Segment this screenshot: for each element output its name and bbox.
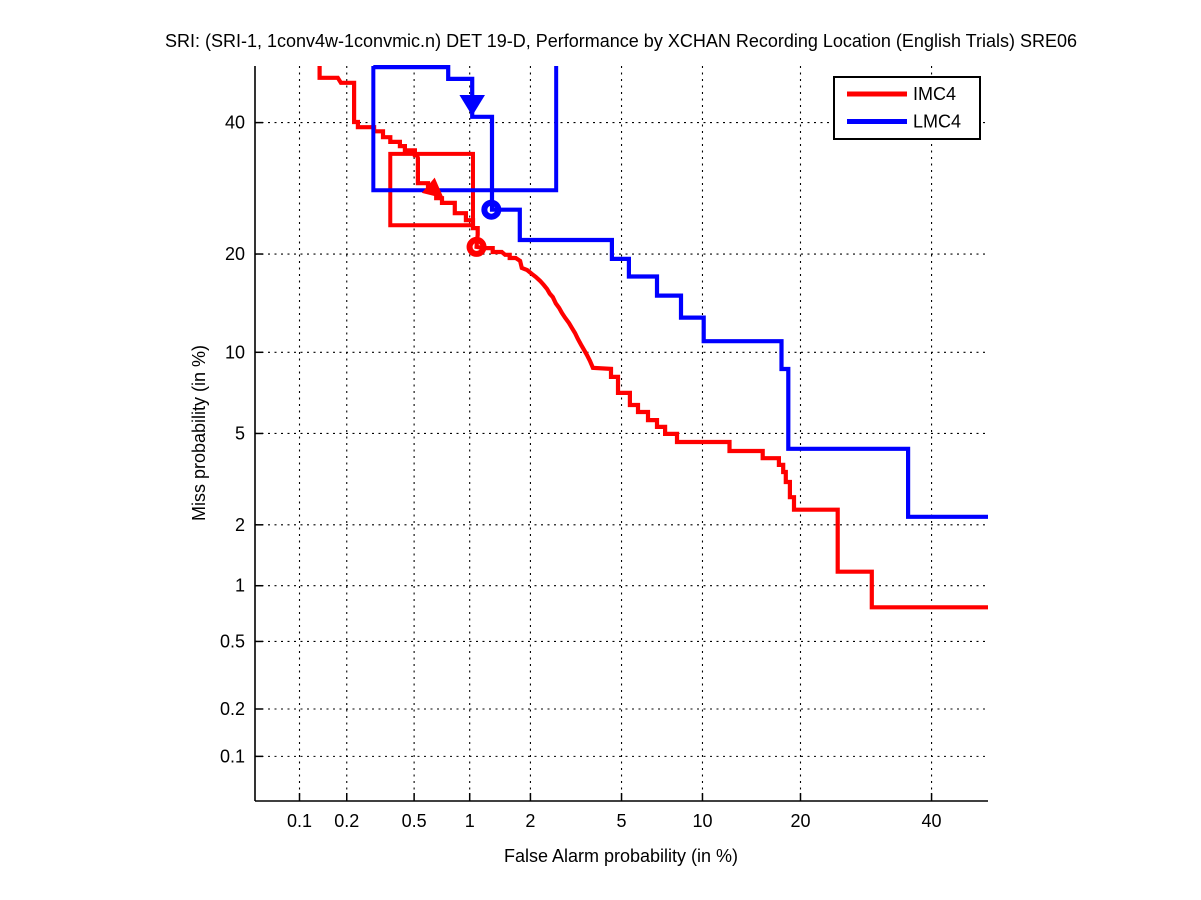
x-tick-label: 0.5 <box>402 811 427 831</box>
min-dcf-circle-icon-imc4 <box>466 236 487 257</box>
y-tick-label: 2 <box>235 515 245 535</box>
grid-lines <box>255 66 988 801</box>
y-tick-label: 5 <box>235 423 245 443</box>
x-tick-label: 2 <box>525 811 535 831</box>
plot-title: SRI: (SRI-1, 1conv4w-1convmic.n) DET 19-… <box>165 31 1077 51</box>
y-tick-label: 0.2 <box>220 699 245 719</box>
min-dcf-circle-icon-lmc4 <box>481 199 502 220</box>
y-tick-label: 1 <box>235 576 245 596</box>
x-tick-label: 0.1 <box>287 811 312 831</box>
x-axis-label: False Alarm probability (in %) <box>504 846 738 866</box>
x-tick-label: 5 <box>617 811 627 831</box>
y-tick-label: 10 <box>225 342 245 362</box>
x-tick-label: 0.2 <box>334 811 359 831</box>
y-tick-label: 20 <box>225 244 245 264</box>
x-tick-label: 20 <box>790 811 810 831</box>
actual-dcf-arrow-icon-imc4 <box>421 177 444 199</box>
y-tick-label: 40 <box>225 113 245 133</box>
det-curves <box>317 64 988 610</box>
actual-dcf-arrow-icon-lmc4 <box>459 95 485 116</box>
dcf-markers <box>421 95 502 257</box>
y-tick-label: 0.5 <box>220 631 245 651</box>
y-tick-label: 0.1 <box>220 746 245 766</box>
x-tick-label: 1 <box>465 811 475 831</box>
dcf-box-lmc4 <box>371 66 559 193</box>
x-tick-label: 40 <box>922 811 942 831</box>
legend-label-lmc4: LMC4 <box>913 112 961 132</box>
axes: 0.1 0.2 0.5 1 2 5 10 20 40 40 20 10 5 2 1 0.5 0.2 0.1 <box>220 66 988 831</box>
curve-lmc4 <box>373 64 988 519</box>
legend-label-imc4: IMC4 <box>913 84 956 104</box>
y-axis-label: Miss probability (in %) <box>189 345 209 521</box>
legend: IMC4 LMC4 <box>833 76 981 140</box>
legend-box <box>833 76 981 140</box>
curve-imc4 <box>317 66 988 610</box>
x-tick-label: 10 <box>692 811 712 831</box>
